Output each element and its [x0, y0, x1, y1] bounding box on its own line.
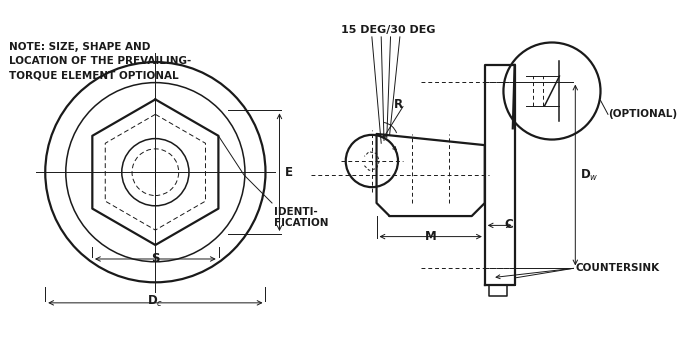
Text: D$_w$: D$_w$ [580, 167, 599, 183]
Text: IDENTI-
FICATION: IDENTI- FICATION [274, 207, 329, 228]
Text: M: M [425, 230, 436, 243]
Text: COUNTERSINK: COUNTERSINK [576, 263, 659, 273]
Text: E: E [285, 166, 293, 179]
Text: C: C [505, 218, 513, 231]
Text: 15 DEG/30 DEG: 15 DEG/30 DEG [342, 25, 436, 35]
Text: (OPTIONAL): (OPTIONAL) [608, 109, 677, 119]
Text: D$_c$: D$_c$ [147, 294, 164, 309]
Text: NOTE: SIZE, SHAPE AND
LOCATION OF THE PREVAILING-
TORQUE ELEMENT OPTIONAL: NOTE: SIZE, SHAPE AND LOCATION OF THE PR… [9, 42, 191, 80]
Text: S: S [151, 252, 160, 265]
Text: R: R [394, 98, 402, 111]
